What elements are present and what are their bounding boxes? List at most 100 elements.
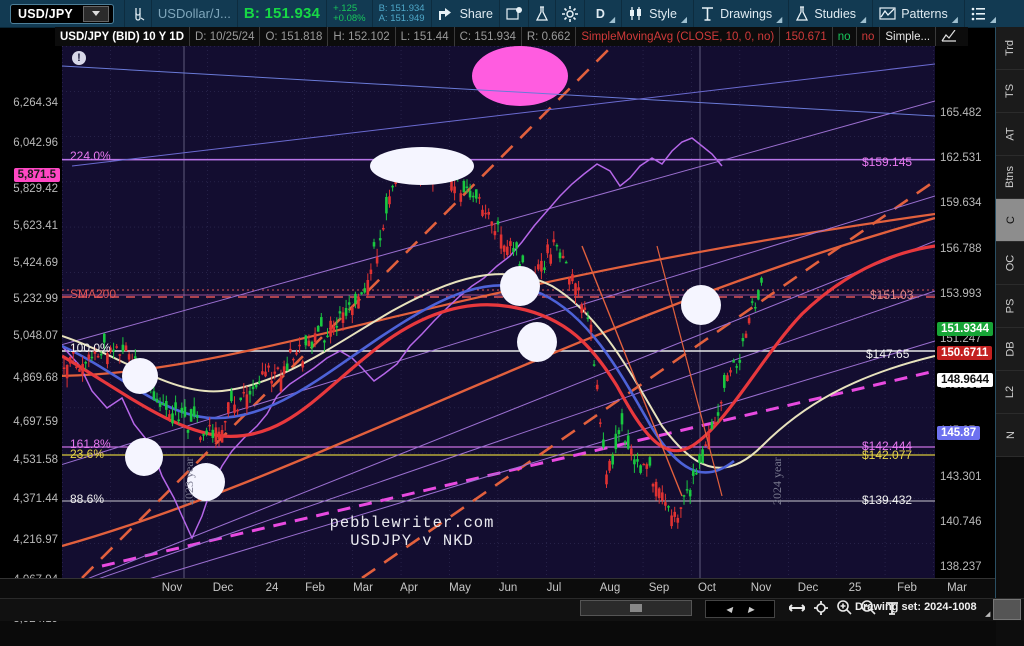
time-axis-tick: Sep	[648, 582, 670, 594]
sidebar-item-l2[interactable]: L2	[996, 371, 1024, 414]
sidebar-item-label: PS	[1004, 298, 1017, 314]
text-tool-icon[interactable]	[885, 601, 899, 615]
share-icon	[438, 7, 455, 21]
sidebar-item-label: Btns	[1004, 165, 1017, 189]
ohlc-low: L: 151.44	[396, 27, 455, 46]
scrollbar-grip[interactable]	[630, 604, 642, 612]
patterns-label: Patterns	[901, 6, 948, 21]
chevron-down-icon[interactable]: ◢	[985, 611, 991, 618]
right-axis-tick: 143.301	[940, 471, 982, 483]
drawings-button[interactable]: Drawings ◢	[694, 0, 790, 27]
menu-button[interactable]: ◢	[965, 0, 1002, 27]
flask-icon	[795, 5, 809, 22]
right-sidebar: Trd TS AT Btns C OC PS DB L2 N	[995, 27, 1024, 646]
sidebar-item-label: L2	[1004, 385, 1017, 399]
fib-224: 224.0%	[70, 149, 111, 163]
sidebar-item-c[interactable]: C	[996, 199, 1024, 242]
price-canvas[interactable]: 224.0% SMA200 100.0% 161.8% 23.6% 88.6% $159.1…	[62, 46, 935, 578]
watermark-line-2: USDJPY v NKD	[350, 532, 474, 550]
chevron-down-icon: ◢	[860, 15, 867, 24]
settings-button[interactable]	[556, 0, 585, 27]
sidebar-item-trd[interactable]: Trd	[996, 27, 1024, 70]
time-axis-tick: Mar	[353, 582, 373, 594]
study-flag-3[interactable]: Simple...	[880, 27, 937, 46]
move-crosshair-icon[interactable]	[814, 600, 828, 615]
sidebar-item-label: OC	[1004, 254, 1017, 272]
sma200-label: SMA200	[70, 287, 117, 301]
horizontal-scrollbar[interactable]	[580, 600, 692, 616]
sidebar-item-btns[interactable]: Btns	[996, 156, 1024, 199]
zoom-in-icon[interactable]	[837, 600, 852, 615]
right-price-axis[interactable]: 165.482 162.531 159.634 156.788 153.993 151.2…	[935, 46, 995, 618]
left-axis-tick: 4,216.97	[13, 534, 58, 546]
left-axis-tick: 5,623.41	[13, 220, 58, 232]
drawings-label: Drawings	[720, 6, 773, 21]
left-axis-tick: 5,048.07	[13, 330, 58, 342]
horizontal-resize-icon[interactable]	[789, 602, 805, 614]
left-axis-tick: 6,264.34	[13, 97, 58, 109]
sidebar-item-ps[interactable]: PS	[996, 285, 1024, 328]
ohlc-close: C: 151.934	[455, 27, 522, 46]
sma-price-badge[interactable]: 150.6711	[937, 346, 993, 360]
last-price-badge[interactable]: 151.9344	[937, 322, 993, 336]
prev-arrow-icon[interactable]: ◀	[725, 604, 732, 614]
pager-control[interactable]: ◀ ▶	[705, 600, 775, 618]
drawing-set-box[interactable]	[993, 599, 1021, 620]
interval-button[interactable]: D ◢	[585, 0, 623, 27]
share-button[interactable]: Share	[432, 0, 500, 27]
note-button[interactable]	[500, 0, 529, 27]
link-symbol-icon[interactable]	[125, 0, 152, 27]
time-axis[interactable]: Nov Dec 24 Feb Mar Apr May Jun Jul Aug Sep Oct Nov De…	[0, 578, 995, 599]
drawing-set-label[interactable]: Drawing set: 2024-1008	[855, 601, 977, 613]
left-axis-tick: 4,697.59	[13, 416, 58, 428]
chart-plot-area[interactable]: 6,264.34 6,042.96 5,829.42 5,623.41 5,424.69…	[0, 46, 995, 625]
ohlc-date: D: 10/25/24	[190, 27, 261, 46]
left-axis-tick: 4,869.68	[13, 372, 58, 384]
chevron-down-icon[interactable]	[82, 5, 109, 22]
list-menu-icon	[971, 7, 986, 21]
flask-icon	[535, 5, 549, 22]
left-price-axis[interactable]: 6,264.34 6,042.96 5,829.42 5,623.41 5,424.69…	[0, 46, 62, 625]
text-tool-icon	[700, 6, 715, 21]
time-axis-tick: Jul	[546, 582, 562, 594]
price-142-07: $142.077	[862, 448, 913, 462]
alert-info-icon[interactable]: !	[72, 51, 86, 65]
zoom-out-icon[interactable]	[861, 600, 876, 615]
watermark-line-1: pebblewriter.com	[329, 514, 495, 532]
studies-button[interactable]: Studies ◢	[789, 0, 874, 27]
change-block: +.125 +0.08%	[327, 0, 373, 27]
chevron-down-icon: ◢	[951, 15, 958, 24]
right-axis-tick: 153.993	[940, 288, 982, 300]
sidebar-item-ts[interactable]: TS	[996, 70, 1024, 113]
alt-price-badge[interactable]: 145.87	[937, 426, 981, 440]
time-axis-tick: 24	[265, 582, 279, 594]
bid-ask-block: B: 151.934 A: 151.949	[373, 0, 432, 27]
sidebar-item-label: DB	[1004, 341, 1017, 357]
sidebar-item-n[interactable]: N	[996, 414, 1024, 457]
studies-label: Studies	[814, 6, 857, 21]
chart-type-toggle[interactable]	[936, 27, 962, 46]
ohlc-open: O: 151.818	[260, 27, 329, 46]
style-button[interactable]: Style ◢	[622, 0, 695, 27]
study-name[interactable]: SimpleMovingAvg (CLOSE, 10, 0, no)	[576, 27, 781, 46]
time-axis-tick: Mar	[947, 582, 967, 594]
ask-value: A: 151.949	[378, 12, 425, 24]
studies-flask-button[interactable]	[529, 0, 556, 27]
study-flag-1: no	[833, 27, 857, 46]
symbol-selector[interactable]: USD/JPY	[0, 0, 125, 27]
time-axis-tick: Jun	[498, 582, 518, 594]
line-chart-icon	[941, 30, 957, 43]
cursor-price-badge[interactable]: 148.9644	[937, 373, 993, 387]
time-axis-tick: Aug	[599, 582, 621, 594]
sidebar-item-db[interactable]: DB	[996, 328, 1024, 371]
fib-1618: 161.8%	[70, 437, 111, 451]
left-axis-highlight-badge[interactable]: 5,871.5	[13, 168, 60, 182]
year-marker: 2023 year	[182, 457, 196, 505]
next-arrow-icon[interactable]: ▶	[748, 604, 755, 614]
sidebar-item-at[interactable]: AT	[996, 113, 1024, 156]
sidebar-item-oc[interactable]: OC	[996, 242, 1024, 285]
time-axis-tick: May	[449, 582, 471, 594]
patterns-button[interactable]: Patterns ◢	[873, 0, 965, 27]
sidebar-item-label: Trd	[1004, 39, 1017, 57]
fib-236: 23.6%	[70, 447, 105, 461]
